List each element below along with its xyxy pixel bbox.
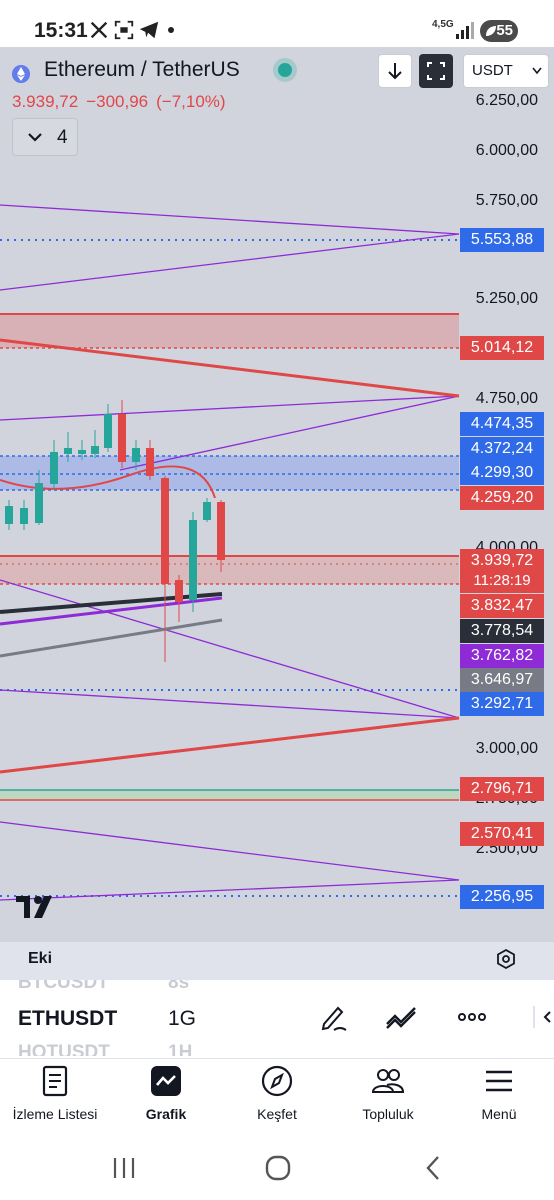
arrow-down-icon <box>388 63 402 80</box>
price-tag: 4.259,20 <box>460 486 544 510</box>
price-tag: 4.299,30 <box>460 461 544 485</box>
price-tag: 3.762,82 <box>460 644 544 668</box>
nav-label: Grafik <box>145 1106 187 1122</box>
countdown-tag: 11:28:19 <box>460 569 544 593</box>
nav-chart[interactable]: Grafik <box>111 1064 221 1128</box>
nav-label: Menü <box>481 1106 517 1122</box>
nav-label: İzleme Listesi <box>12 1106 98 1122</box>
scan-icon <box>114 20 134 40</box>
axis-label: 6.250,00 <box>475 92 538 109</box>
axis-label: 4.750,00 <box>475 390 538 407</box>
nav-label: Keşfet <box>257 1106 297 1122</box>
demand-zone <box>0 556 459 584</box>
signal-icon <box>456 22 474 39</box>
price-tag: 3.292,71 <box>460 692 544 716</box>
indicators-toggle[interactable]: 4 <box>12 118 78 156</box>
recent-apps-icon[interactable] <box>108 1152 140 1184</box>
community-icon <box>371 1069 405 1093</box>
bottom-navigation <box>0 1058 554 1138</box>
price-change: −300,96 <box>86 92 149 111</box>
price-tag: 2.570,41 <box>460 822 544 846</box>
axis-label: 5.750,00 <box>475 192 538 209</box>
watchlist-icon <box>42 1065 68 1097</box>
last-price: 3.939,72 <box>12 92 79 111</box>
price-tag: 3.778,54 <box>460 619 544 643</box>
symbol-title[interactable]: Ethereum / TetherUS <box>44 58 240 81</box>
tradingview-logo <box>16 896 52 918</box>
dot-icon <box>168 27 174 33</box>
chevron-down-icon <box>28 133 42 142</box>
price-summary: 3.939,72 −300,96 (−7,10%) <box>12 92 234 112</box>
currency-value: USDT <box>472 62 513 79</box>
home-icon[interactable] <box>262 1152 294 1184</box>
market-open-indicator <box>278 63 292 77</box>
price-change-pct: (−7,10%) <box>156 92 226 111</box>
current-symbol[interactable]: ETHUSDT <box>18 1007 118 1030</box>
nav-explore[interactable]: Keşfet <box>222 1064 332 1128</box>
more-icon[interactable] <box>455 1000 489 1034</box>
add-panel-bar[interactable] <box>0 942 554 980</box>
price-tag: 4.372,24 <box>460 437 544 461</box>
blue-zone <box>0 456 459 490</box>
network-type: 4,5G <box>432 20 454 30</box>
price-tag: 4.474,35 <box>460 412 544 436</box>
candles <box>5 400 225 662</box>
ethereum-logo <box>12 65 30 83</box>
chevron-down-icon <box>532 67 542 75</box>
network-label: 4,5G <box>432 19 454 30</box>
price-tag: 2.256,95 <box>460 885 544 909</box>
draw-pen-icon[interactable] <box>316 1000 350 1034</box>
prev-symbol[interactable]: BTCUSDT <box>18 980 109 993</box>
telegram-icon <box>139 21 159 39</box>
nav-label: Topluluk <box>362 1106 414 1122</box>
status-time: 15:31 <box>34 19 88 42</box>
fullscreen-button[interactable] <box>419 54 453 88</box>
supply-zone <box>0 314 459 348</box>
nav-community[interactable]: Topluluk <box>333 1064 443 1128</box>
fullscreen-icon <box>427 62 445 80</box>
scroll-down-button[interactable] <box>378 54 412 88</box>
price-tag: 3.646,97 <box>460 668 544 692</box>
currency-select[interactable]: USDT <box>463 54 549 88</box>
chart-icon <box>151 1066 181 1096</box>
chevron-left-icon[interactable] <box>532 1000 554 1034</box>
compass-icon <box>261 1065 293 1097</box>
nav-menu[interactable]: Menü <box>444 1064 554 1128</box>
symbol-picker-bar[interactable]: BTCUSDT 8s HOTUSDT 1H <box>0 980 554 1056</box>
leaf-icon <box>486 26 496 36</box>
next-symbol[interactable]: HOTUSDT <box>18 1042 110 1056</box>
battery-indicator: 55 <box>480 20 518 42</box>
battery-level: 55 <box>496 22 513 39</box>
settings-icon[interactable] <box>495 948 517 970</box>
axis-label: 5.250,00 <box>475 290 538 307</box>
price-tag: 3.832,47 <box>460 594 544 618</box>
prev-timeframe[interactable]: 8s <box>168 980 190 993</box>
trendline-tool-icon[interactable] <box>384 1000 418 1034</box>
price-tag: 2.796,71 <box>460 777 544 801</box>
price-tag: 5.014,12 <box>460 336 544 360</box>
axis-label: 6.000,00 <box>475 142 538 159</box>
system-navigation-bar <box>0 1138 554 1200</box>
indicator-count: 4 <box>57 127 68 148</box>
menu-icon <box>486 1070 512 1092</box>
add-label[interactable]: Eki <box>28 950 53 967</box>
nav-watchlist[interactable]: İzleme Listesi <box>0 1064 110 1128</box>
next-timeframe[interactable]: 1H <box>168 1042 193 1056</box>
axis-label: 3.000,00 <box>475 740 538 757</box>
current-timeframe[interactable]: 1G <box>168 1007 197 1030</box>
back-icon[interactable] <box>418 1152 450 1184</box>
x-app-icon <box>90 21 108 39</box>
price-tag: 5.553,88 <box>460 228 544 252</box>
